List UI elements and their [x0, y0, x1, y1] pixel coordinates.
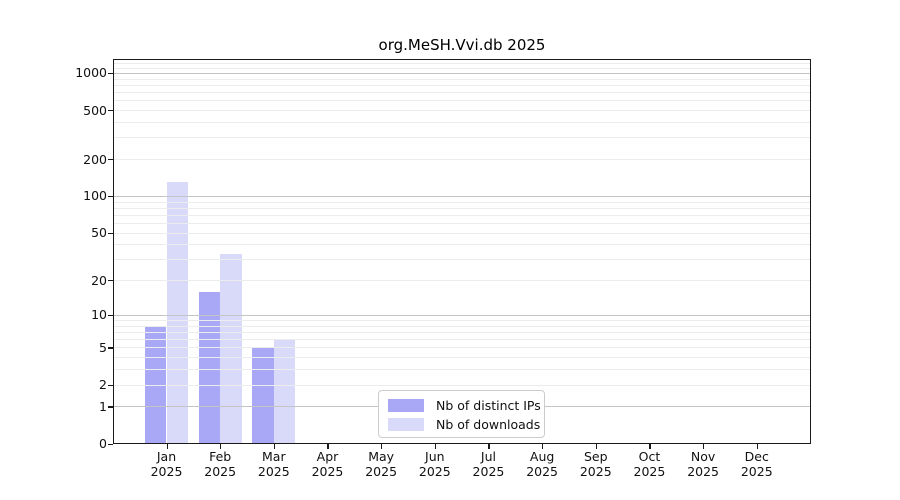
y-tick-label: 50 [91, 225, 107, 241]
gridline-minor [114, 384, 810, 386]
gridline-minor [114, 207, 810, 209]
gridline-minor [114, 84, 810, 86]
legend-swatch-downloads [388, 418, 424, 431]
x-tick-label-dec: Dec 2025 [740, 449, 773, 479]
gridline-minor [114, 122, 810, 123]
x-tick-label-may: May 2025 [365, 449, 398, 479]
gridline-major [114, 314, 810, 316]
y-tick-mark [108, 314, 113, 317]
legend: Nb of distinct IPs Nb of downloads [378, 390, 545, 438]
gridline-minor [114, 259, 810, 261]
y-tick-mark [108, 347, 113, 349]
x-tick-label-feb: Feb 2025 [204, 449, 237, 479]
x-tick-label-jun: Jun 2025 [418, 449, 451, 479]
bar-downloads-jan [166, 182, 188, 444]
y-tick-label: 1000 [75, 65, 107, 81]
x-tick-mark [327, 444, 329, 449]
x-tick-mark [756, 444, 758, 449]
gridline-minor [114, 78, 810, 80]
gridline-minor [114, 244, 810, 246]
gridline-minor [114, 232, 810, 234]
gridline-minor [114, 137, 810, 139]
y-tick-mark [108, 159, 113, 161]
x-tick-mark [434, 444, 436, 449]
y-tick-mark [108, 406, 113, 408]
gridline-minor [114, 159, 810, 161]
x-tick-mark [273, 444, 275, 449]
gridline-minor [114, 331, 810, 333]
bar-downloads-mar [273, 339, 296, 444]
x-tick-label-jan: Jan 2025 [150, 449, 183, 479]
y-tick-mark [108, 72, 113, 75]
y-tick-label: 2 [99, 377, 107, 393]
gridline-minor [114, 100, 810, 102]
x-tick-label-oct: Oct 2025 [633, 449, 666, 479]
y-tick-mark [108, 195, 113, 198]
gridline-minor [114, 369, 810, 371]
gridline-minor [114, 63, 810, 65]
bar-distinct-ips-mar [252, 347, 274, 444]
gridline-minor [114, 320, 810, 321]
y-tick-mark [108, 110, 113, 112]
chart-title: org.MeSH.Vvi.db 2025 [378, 36, 546, 54]
gridline-minor [114, 92, 810, 94]
y-tick-mark [108, 232, 113, 234]
legend-label-distinct-ips: Nb of distinct IPs [436, 398, 541, 413]
y-tick-label: 20 [91, 272, 107, 288]
gridline-minor [114, 67, 810, 69]
bar-distinct-ips-feb [198, 291, 221, 444]
plot-left-spine [113, 59, 114, 444]
y-tick-label: 100 [83, 188, 107, 204]
gridline-minor [114, 110, 810, 112]
gridline-minor [114, 201, 810, 203]
plot-right-spine [810, 59, 811, 444]
y-tick-label: 0 [99, 436, 107, 451]
x-tick-mark [220, 444, 222, 449]
y-tick-label: 1 [99, 398, 107, 414]
y-tick-mark [108, 443, 113, 445]
x-tick-label-nov: Nov 2025 [687, 449, 719, 479]
gridline-major [114, 72, 810, 74]
y-tick-label: 5 [99, 339, 107, 355]
gridline-minor [114, 280, 810, 282]
x-tick-label-sep: Sep 2025 [579, 449, 612, 479]
x-tick-mark [381, 444, 383, 449]
gridline-minor [114, 347, 810, 349]
x-tick-mark [542, 444, 544, 449]
x-tick-mark [595, 444, 597, 449]
y-tick-label: 500 [83, 102, 107, 118]
x-tick-label-jul: Jul 2025 [472, 449, 505, 479]
gridline-minor [114, 214, 810, 216]
x-tick-mark [703, 444, 705, 449]
gridline-major [114, 195, 810, 197]
legend-label-downloads: Nb of downloads [436, 417, 541, 432]
gridline-minor [114, 325, 810, 327]
y-tick-label: 10 [91, 307, 107, 323]
x-tick-mark [166, 444, 168, 449]
plot-top-spine [113, 59, 811, 60]
gridline-minor [114, 339, 810, 341]
plot-bottom-spine [113, 443, 811, 444]
bar-downloads-feb [220, 254, 242, 444]
x-tick-label-aug: Aug 2025 [526, 449, 559, 479]
gridline-minor [114, 357, 810, 359]
legend-swatch-distinct-ips [388, 399, 424, 412]
y-tick-mark [108, 384, 113, 386]
y-tick-label: 200 [83, 151, 107, 167]
y-tick-mark [108, 280, 113, 282]
x-tick-mark [488, 444, 490, 449]
gridline-minor [114, 223, 810, 224]
x-tick-label-apr: Apr 2025 [311, 449, 344, 479]
x-tick-mark [649, 444, 651, 449]
x-tick-label-mar: Mar 2025 [257, 449, 290, 479]
